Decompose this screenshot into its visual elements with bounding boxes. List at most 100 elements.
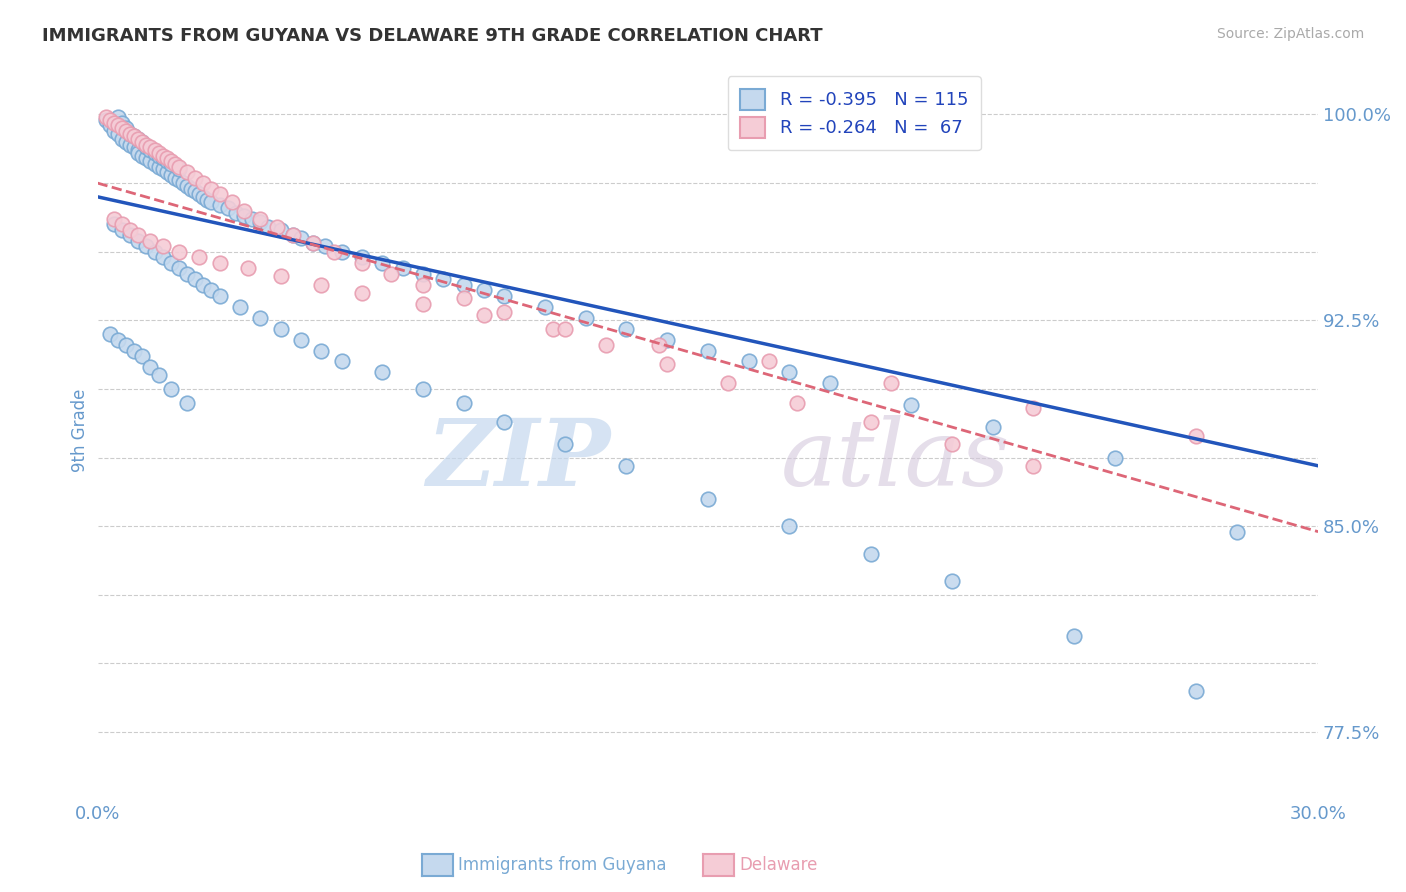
Point: [249, 211, 271, 226]
Point: [152, 149, 174, 163]
Point: [880, 376, 903, 391]
Point: [139, 234, 162, 248]
Point: [541, 321, 564, 335]
Point: [135, 140, 157, 154]
Point: [229, 300, 252, 314]
Point: [412, 277, 434, 292]
Point: [139, 143, 162, 157]
Point: [143, 157, 166, 171]
Point: [127, 132, 149, 146]
Point: [107, 127, 129, 141]
Point: [208, 198, 231, 212]
Point: [148, 160, 170, 174]
Point: [163, 170, 186, 185]
Point: [143, 143, 166, 157]
Point: [1022, 401, 1045, 416]
Point: [193, 176, 215, 190]
Point: [717, 376, 740, 391]
Point: [111, 223, 134, 237]
Point: [103, 211, 125, 226]
Point: [432, 272, 454, 286]
Point: [120, 137, 142, 152]
Text: atlas: atlas: [782, 415, 1011, 505]
Point: [135, 152, 157, 166]
Point: [188, 187, 211, 202]
Point: [900, 398, 922, 412]
Point: [156, 152, 179, 166]
Point: [208, 187, 231, 202]
Point: [737, 354, 759, 368]
Point: [120, 127, 142, 141]
Point: [330, 244, 353, 259]
Point: [159, 168, 181, 182]
Point: [127, 132, 149, 146]
Point: [115, 338, 138, 352]
Point: [290, 333, 312, 347]
Point: [193, 190, 215, 204]
Point: [330, 354, 353, 368]
Point: [200, 181, 222, 195]
Point: [696, 343, 718, 358]
Point: [152, 239, 174, 253]
Point: [180, 181, 202, 195]
Point: [115, 121, 138, 136]
Point: [107, 333, 129, 347]
Point: [120, 127, 142, 141]
Point: [453, 291, 475, 305]
Point: [1022, 458, 1045, 473]
Text: Immigrants from Guyana: Immigrants from Guyana: [458, 856, 666, 874]
Point: [554, 321, 576, 335]
Point: [127, 143, 149, 157]
Point: [314, 239, 336, 253]
Point: [696, 491, 718, 506]
Point: [233, 203, 256, 218]
Point: [103, 124, 125, 138]
Point: [152, 152, 174, 166]
Point: [1185, 683, 1208, 698]
Point: [156, 165, 179, 179]
Point: [176, 178, 198, 193]
Point: [98, 119, 121, 133]
Point: [131, 135, 153, 149]
Point: [371, 366, 394, 380]
Point: [859, 415, 882, 429]
Point: [221, 195, 243, 210]
Point: [127, 228, 149, 243]
Point: [197, 193, 219, 207]
Point: [350, 256, 373, 270]
Point: [172, 176, 194, 190]
Point: [98, 326, 121, 341]
Point: [270, 321, 292, 335]
Point: [127, 145, 149, 160]
Point: [122, 129, 145, 144]
Point: [167, 173, 190, 187]
Point: [494, 305, 516, 319]
Point: [148, 149, 170, 163]
Point: [311, 277, 333, 292]
Point: [148, 368, 170, 383]
Point: [159, 157, 181, 171]
Point: [1185, 428, 1208, 442]
Point: [115, 124, 138, 138]
Point: [270, 269, 292, 284]
Point: [139, 140, 162, 154]
Point: [270, 223, 292, 237]
Point: [778, 519, 800, 533]
Point: [859, 547, 882, 561]
Point: [322, 244, 344, 259]
Point: [131, 149, 153, 163]
Text: ZIP: ZIP: [426, 415, 610, 505]
Point: [131, 349, 153, 363]
Point: [159, 382, 181, 396]
Point: [981, 420, 1004, 434]
Point: [1063, 629, 1085, 643]
Text: Delaware: Delaware: [740, 856, 818, 874]
Point: [111, 116, 134, 130]
Point: [657, 357, 679, 371]
Point: [350, 250, 373, 264]
Point: [494, 288, 516, 302]
Point: [188, 250, 211, 264]
Point: [616, 321, 638, 335]
Point: [758, 354, 780, 368]
Point: [107, 119, 129, 133]
